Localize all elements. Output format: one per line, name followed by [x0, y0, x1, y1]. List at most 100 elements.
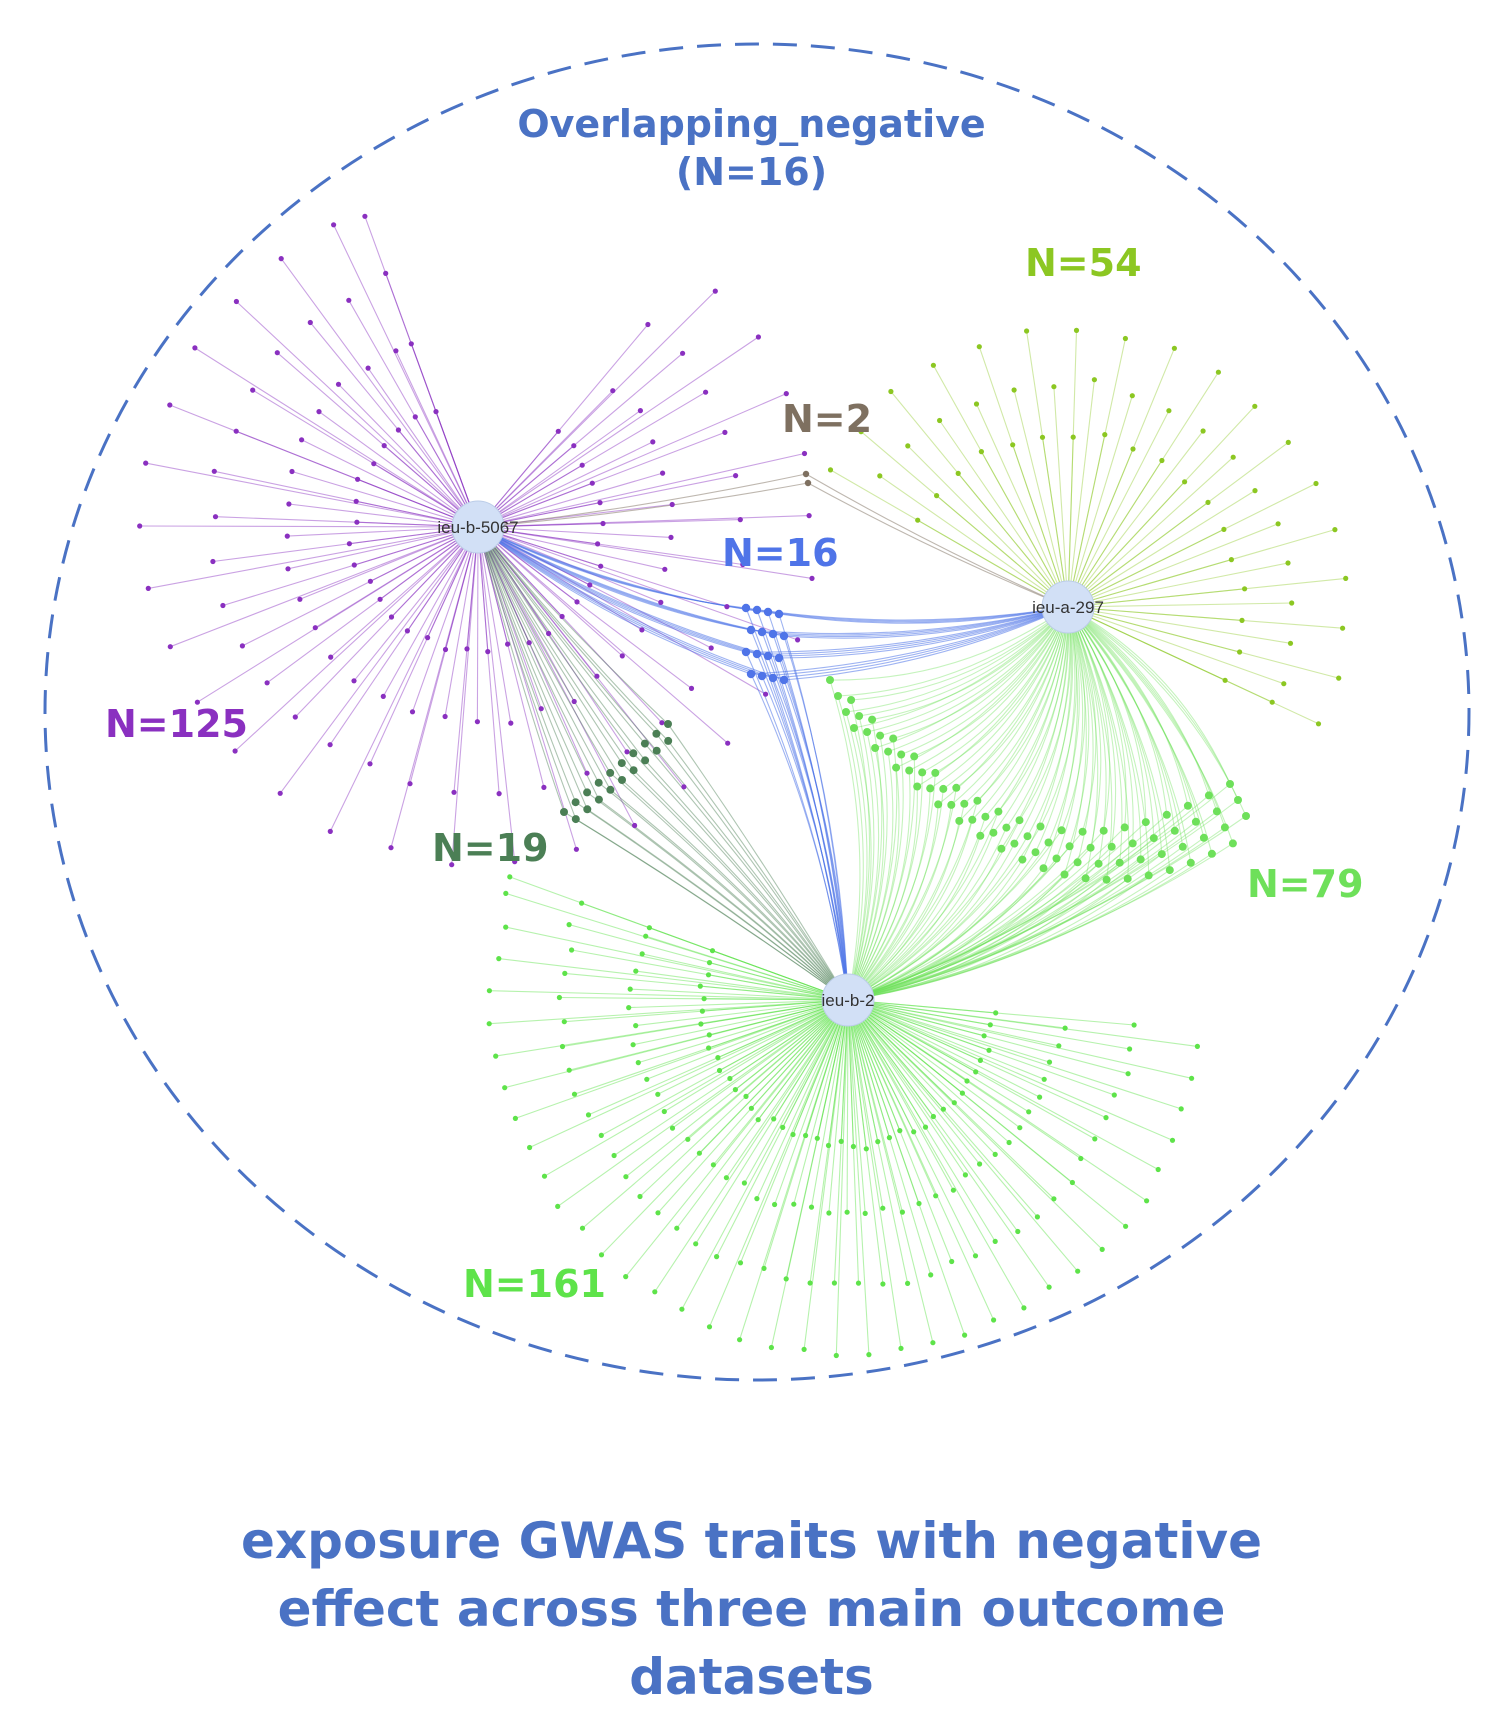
b2_only-edge	[574, 999, 849, 1095]
b2_only-node	[1092, 1136, 1098, 1142]
all_three-edge	[750, 606, 1069, 635]
a297_b2-edge	[1067, 606, 1218, 812]
b5067_only-node	[712, 288, 718, 294]
boundary-ellipse	[43, 42, 1471, 1382]
a297_b2-node	[934, 800, 943, 809]
a297_b2-edge	[1067, 606, 1102, 848]
b2_only-edge	[847, 999, 1073, 1183]
b2_only-node	[527, 1144, 533, 1151]
b5067_a297-edge	[807, 482, 1069, 608]
b5067_only-node	[632, 822, 638, 829]
b5067_b2-node	[606, 785, 615, 794]
hub-node	[451, 500, 505, 554]
a297_b2-node	[1099, 826, 1108, 835]
b2_only-node	[706, 1045, 712, 1051]
b2_only-node	[598, 1132, 604, 1138]
b2_only-node	[737, 1337, 743, 1343]
b2_only-node	[512, 1115, 519, 1121]
b5067_only-edge	[477, 526, 500, 794]
a297_b2-node	[981, 812, 990, 821]
b2_only-edge	[847, 999, 884, 1285]
b5067_b2-edge	[477, 526, 565, 813]
b5067_only-node	[512, 859, 518, 865]
b5067_only-node	[194, 699, 200, 705]
a297_b2-node	[826, 676, 834, 684]
b2_only-node	[1169, 1137, 1176, 1143]
b5067_only-node	[250, 387, 256, 393]
a297_b2-edge	[847, 731, 880, 1001]
b2_only-edge	[847, 999, 903, 1213]
all_three-node	[741, 647, 751, 657]
b2_only-node	[635, 1060, 641, 1066]
b2_only-edge	[847, 999, 1103, 1250]
b5067_only-node	[346, 541, 352, 547]
a297_b2-edge	[847, 835, 981, 1001]
a297_only-node	[1222, 677, 1228, 683]
b5067_only-node	[327, 828, 333, 835]
a297_b2-edge	[847, 794, 1210, 1001]
a297_only-node	[1269, 699, 1275, 705]
a297_b2-node	[834, 692, 842, 700]
a297_only-edge	[1026, 330, 1069, 608]
b2_only-node	[716, 1067, 723, 1074]
a297_only-edge	[1067, 602, 1292, 608]
b2_only-node	[950, 1187, 957, 1193]
b2_only-edge	[847, 999, 934, 1343]
a297_only-edge	[1067, 483, 1317, 608]
all_three-node	[741, 603, 751, 613]
b5067_only-node	[354, 519, 360, 525]
a297_b2-edge	[847, 719, 883, 1001]
b5067_b2-edge	[667, 740, 849, 1001]
count-label-b5067-a297: N=2	[782, 397, 873, 441]
a297_only-edge	[932, 365, 1069, 608]
a297_b2-edge	[929, 606, 1069, 789]
a297_b2-edge	[847, 783, 1231, 1001]
b2_only-node	[831, 1280, 838, 1286]
b2_only-node	[768, 1344, 775, 1351]
a297_only-edge	[1053, 386, 1069, 608]
b2_only-edge	[672, 999, 849, 1129]
b2_only-edge	[504, 999, 849, 1089]
b2_only-edge	[847, 999, 1055, 1200]
a297_b2-edge	[847, 727, 872, 1001]
b2_only-node	[803, 1132, 809, 1139]
b2_only-node	[772, 1201, 778, 1208]
b5067_b2-node	[640, 739, 649, 748]
b2_only-node	[755, 1117, 761, 1123]
a297_b2-edge	[845, 711, 868, 1001]
a297_b2-edge	[1005, 606, 1070, 828]
a297_b2-edge	[847, 862, 1192, 1001]
b2_only-node	[962, 1172, 969, 1178]
a297_b2-edge	[1067, 606, 1213, 854]
b2_only-node	[633, 968, 639, 974]
a297_b2-node	[1023, 832, 1032, 841]
b5067_b2-edge	[667, 723, 849, 1001]
count-label-a297-only: N=54	[1025, 241, 1142, 285]
a297_b2-node	[842, 708, 850, 716]
b5067_only-edge	[214, 470, 479, 528]
a297_only-node	[978, 449, 985, 455]
count-label-b5067-only: N=125	[105, 702, 248, 746]
a297_only-edge	[1067, 490, 1256, 608]
b5067_only-edge	[477, 431, 726, 528]
b5067_b2-node	[560, 808, 568, 816]
b2_only-edge	[847, 999, 966, 1336]
b5067_only-node	[573, 846, 580, 852]
all_three-edge	[745, 606, 1069, 653]
b5067_only-node	[388, 614, 395, 620]
b5067_only-node	[659, 720, 665, 726]
b5067_only-node	[668, 534, 674, 541]
a297_only-edge	[978, 346, 1069, 608]
b5067_only-edge	[453, 526, 479, 793]
b2_only-edge	[557, 999, 849, 1207]
b2_only-edge	[847, 999, 1147, 1202]
b2_only-edge	[582, 999, 849, 1229]
a297_only-node	[1130, 446, 1136, 452]
a297_b2-edge	[847, 788, 944, 1001]
a297_b2-edge	[847, 814, 1168, 1001]
b5067_only-node	[597, 500, 603, 506]
b5067_only-edge	[369, 526, 479, 765]
a297_b2-node	[1136, 855, 1145, 864]
b5067_only-node	[367, 578, 373, 584]
a297_b2-node	[913, 782, 922, 791]
